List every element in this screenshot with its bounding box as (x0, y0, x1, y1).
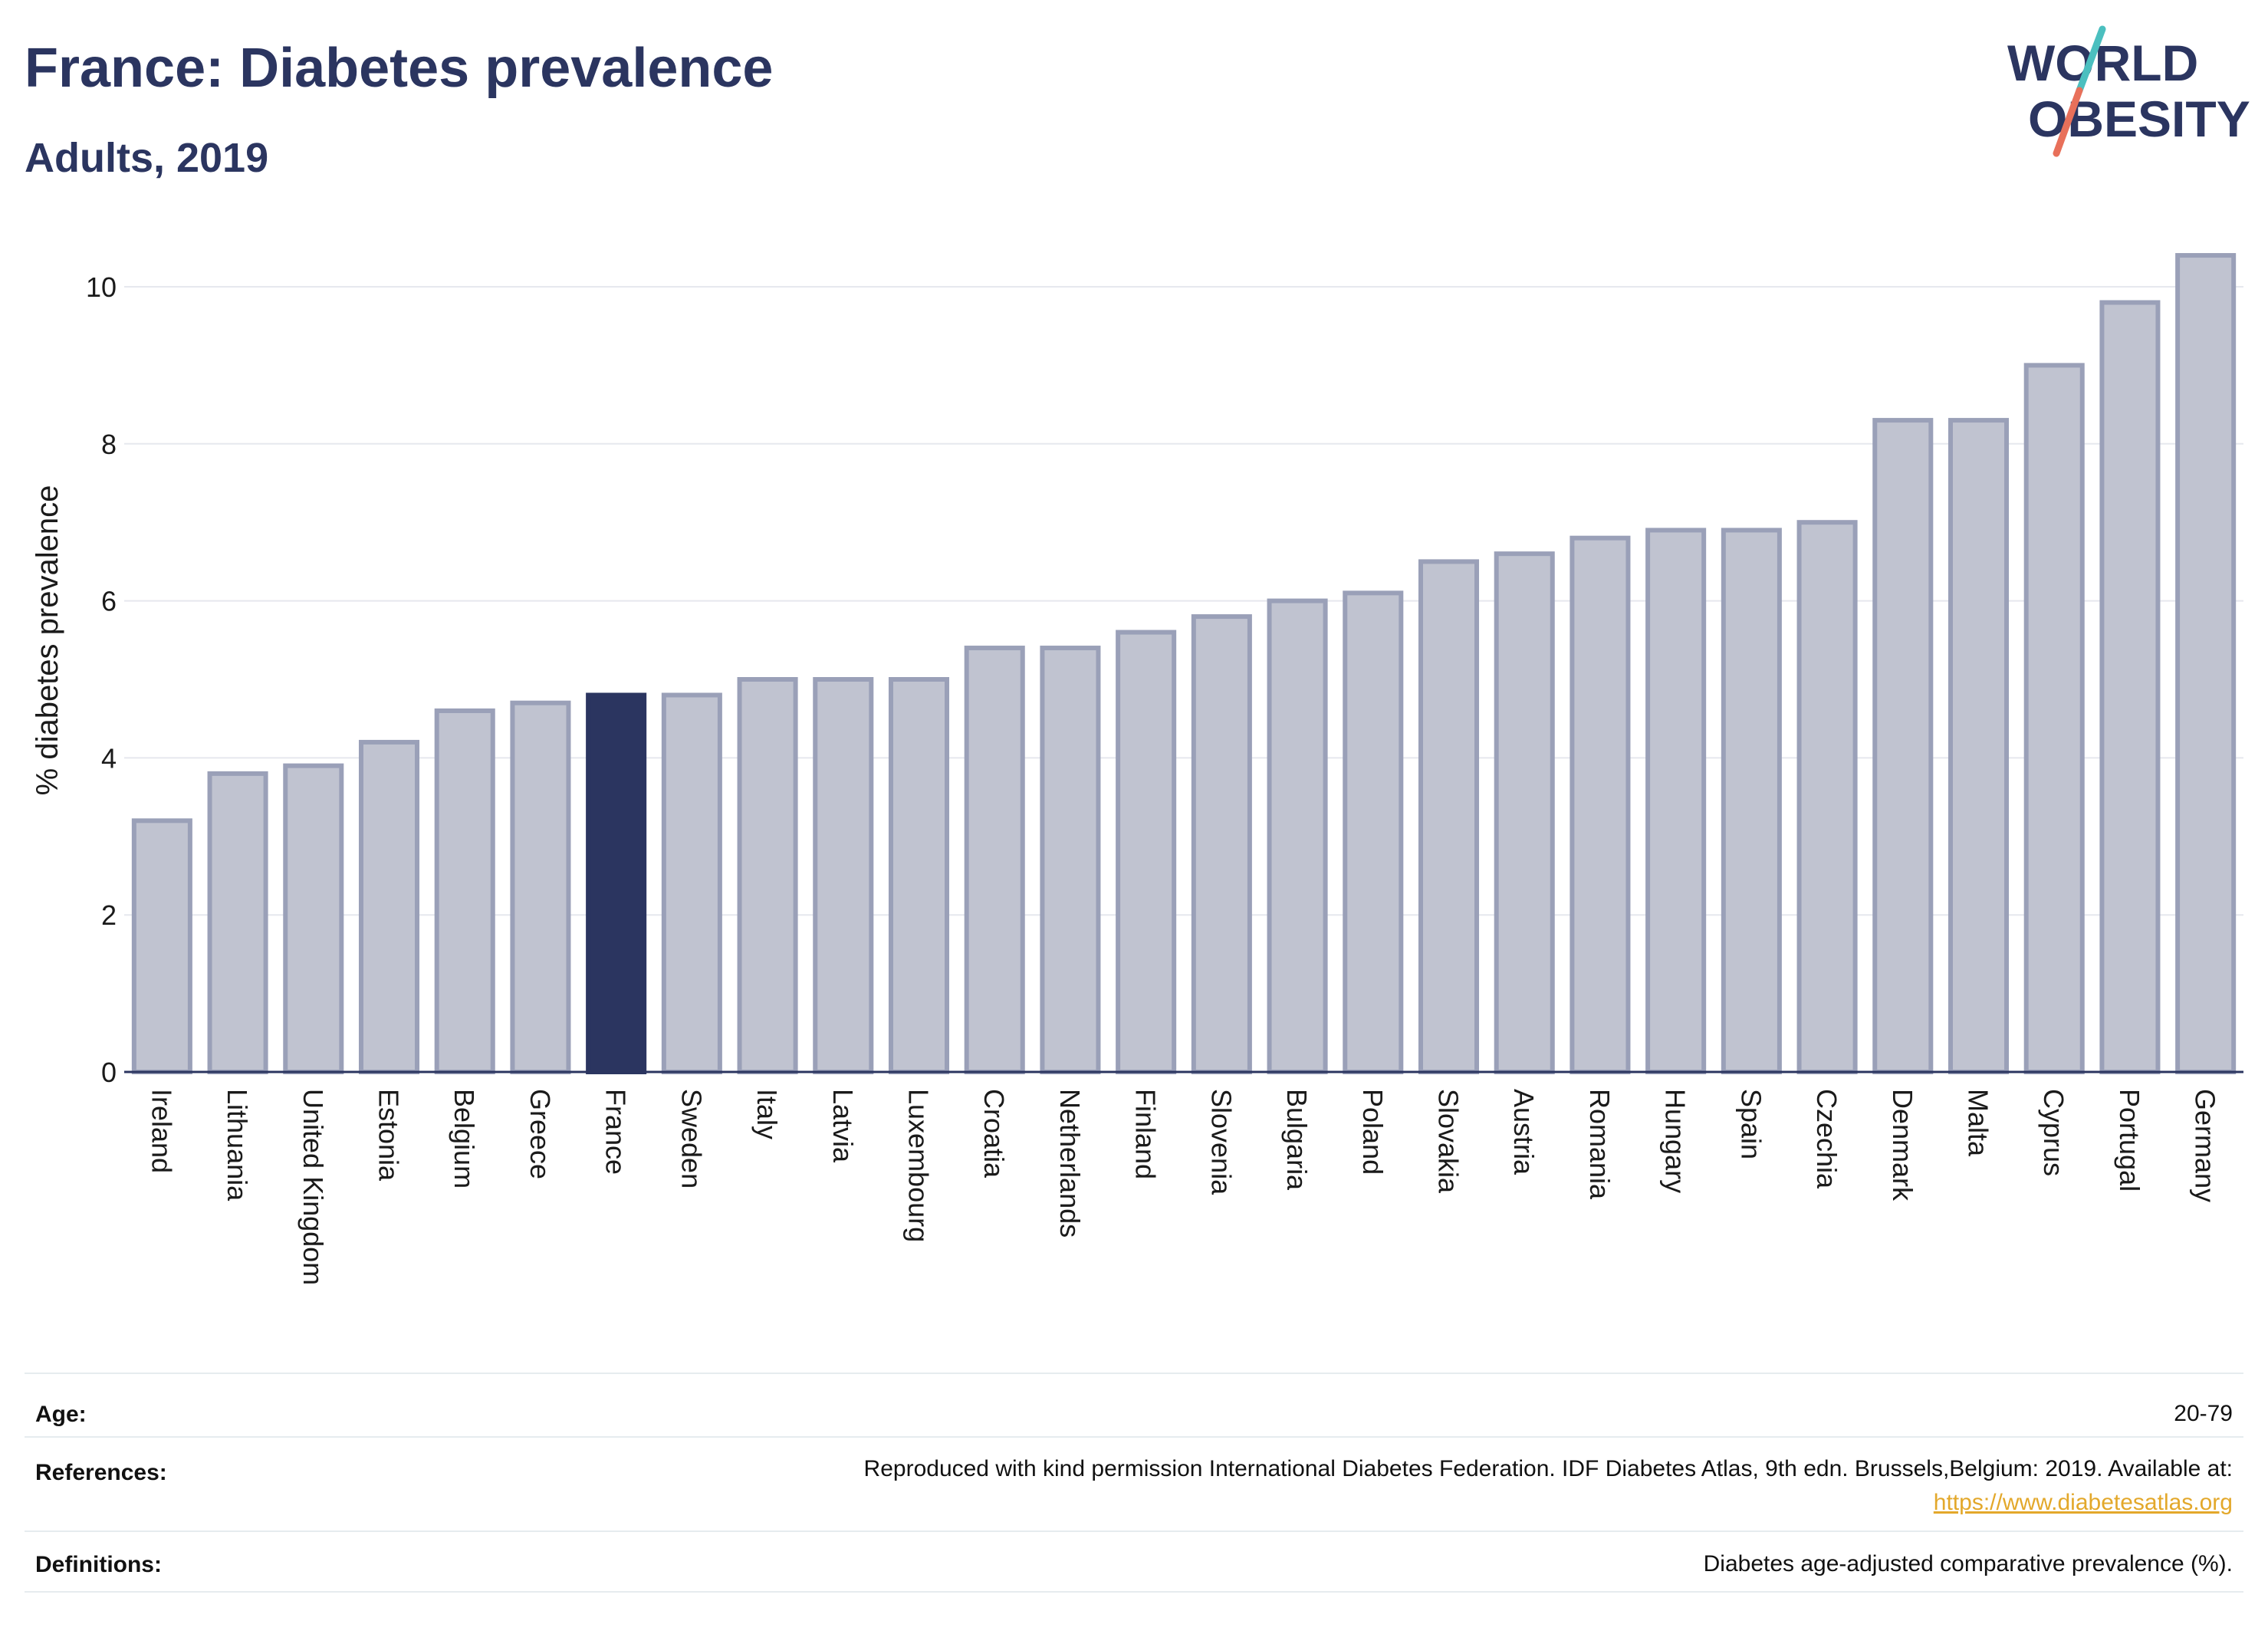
bar-cyprus (2023, 363, 2085, 1074)
references-text: Reproduced with kind permission Internat… (863, 1456, 2233, 1481)
x-tick-label: Hungary (1660, 1089, 1691, 1193)
logo-slash-bottom (2053, 87, 2083, 157)
bar-malta (1948, 418, 2010, 1074)
x-tick-label: Denmark (1887, 1089, 1918, 1202)
definitions-label: Definitions: (35, 1552, 162, 1577)
x-tick-label: Estonia (373, 1089, 405, 1182)
bar-germany (2175, 253, 2237, 1074)
page-subtitle: Adults, 2019 (25, 135, 269, 181)
x-tick-label: Poland (1357, 1089, 1389, 1175)
x-tick-label: Ireland (146, 1089, 177, 1173)
bar-estonia (358, 739, 420, 1074)
bar-united-kingdom (283, 763, 344, 1074)
x-tick-label: Sweden (675, 1089, 707, 1189)
age-value: 20-79 (2174, 1401, 2233, 1426)
x-tick-label: Romania (1584, 1089, 1616, 1200)
references-link[interactable]: https://www.diabetesatlas.org (1933, 1490, 2233, 1515)
bar-denmark (1872, 418, 1934, 1074)
x-tick-label: Cyprus (2038, 1089, 2069, 1176)
bar-greece (510, 700, 571, 1074)
bar-chart: 0 2 4 6 8 10 Ireland Lithuania United Kingdom Es… (31, 253, 2243, 1285)
bar-italy (737, 677, 798, 1074)
bar-sweden (661, 692, 722, 1074)
footer-row-references: References: Reproduced with kind permiss… (25, 1438, 2243, 1530)
y-tick-label: 0 (101, 1057, 117, 1088)
logo-line1: WORLD (2007, 35, 2198, 91)
x-tick-label: Croatia (978, 1089, 1010, 1179)
x-tick-label: Belgium (449, 1089, 480, 1189)
x-tick-label: United Kingdom (297, 1089, 329, 1285)
bar-poland (1343, 590, 1404, 1074)
x-tick-label: Luxembourg (903, 1089, 935, 1242)
bar-czechia (1796, 520, 1858, 1074)
age-label: Age: (35, 1402, 87, 1427)
y-tick-label: 8 (101, 429, 117, 460)
x-tick-label: Portugal (2114, 1089, 2145, 1192)
bar-luxembourg (888, 677, 950, 1074)
bar-croatia (964, 646, 1025, 1074)
footer-row-definitions: Definitions: Diabetes age-adjusted compa… (25, 1534, 2243, 1595)
x-tick-label: Netherlands (1054, 1089, 1086, 1238)
y-tick-label: 6 (101, 586, 117, 617)
x-tick-label: Slovakia (1433, 1089, 1464, 1194)
y-axis-label: % diabetes prevalence (31, 485, 64, 796)
x-tick-label: Bulgaria (1281, 1089, 1313, 1191)
bar-finland (1116, 630, 1177, 1074)
x-tick-label: Latvia (827, 1089, 859, 1163)
bar-austria (1494, 551, 1555, 1074)
bar-france (586, 692, 647, 1074)
x-tick-label: Finland (1130, 1089, 1162, 1179)
bar-romania (1570, 535, 1631, 1074)
x-tick-label: Greece (524, 1089, 556, 1179)
x-tick-label: Lithuania (222, 1089, 253, 1202)
bar-ireland (131, 818, 192, 1074)
x-tick-label: Czechia (1811, 1089, 1842, 1189)
bar-slovakia (1418, 559, 1480, 1074)
bar-belgium (434, 708, 495, 1075)
x-tick-label: France (600, 1089, 632, 1175)
logo-slash-top (2076, 25, 2106, 94)
x-tick-label: Spain (1735, 1089, 1767, 1159)
footer-row-age: Age: 20-79 (25, 1388, 2243, 1449)
bar-latvia (813, 677, 874, 1074)
page-title: France: Diabetes prevalence (25, 38, 774, 99)
y-tick-label: 10 (86, 271, 117, 303)
bar-spain (1721, 528, 1782, 1074)
bar-hungary (1645, 528, 1707, 1074)
references-label: References: (35, 1460, 167, 1485)
x-tick-labels: Ireland Lithuania United Kingdom Estonia Bel… (146, 1089, 2220, 1285)
world-obesity-logo: WORLD OBESITY (2007, 25, 2250, 157)
definitions-text: Diabetes age-adjusted comparative preval… (1703, 1551, 2233, 1576)
y-tick-label: 2 (101, 899, 117, 931)
bar-lithuania (207, 771, 268, 1074)
bars (131, 253, 2237, 1075)
bar-bulgaria (1267, 598, 1328, 1074)
bar-slovenia (1191, 614, 1252, 1074)
y-tick-label: 4 (101, 742, 117, 774)
x-tick-label: Slovenia (1205, 1089, 1237, 1195)
bar-netherlands (1040, 646, 1101, 1074)
bar-portugal (2099, 300, 2161, 1075)
footer-table: Age: 20-79 References: Reproduced with k… (25, 1373, 2243, 1603)
x-tick-label: Austria (1508, 1089, 1540, 1175)
x-tick-label: Malta (1963, 1089, 1994, 1157)
y-tick-labels: 0 2 4 6 8 10 (86, 271, 117, 1088)
x-tick-label: Germany (2190, 1089, 2221, 1202)
x-tick-label: Italy (751, 1089, 783, 1139)
